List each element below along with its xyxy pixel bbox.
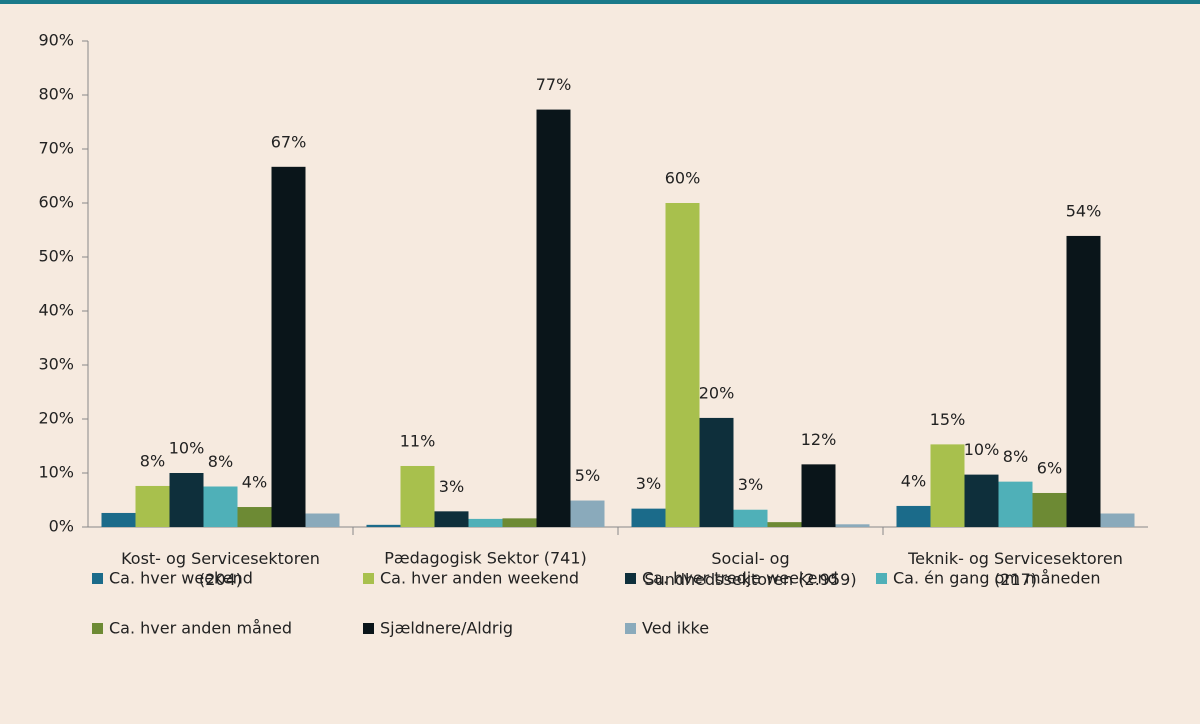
data-label: 54% xyxy=(1066,201,1102,220)
bar xyxy=(1066,235,1101,527)
legend-swatch xyxy=(363,573,374,584)
legend-swatch xyxy=(625,623,636,634)
data-label: 8% xyxy=(140,451,165,470)
bar xyxy=(400,465,435,527)
y-tick-label: 90% xyxy=(38,31,74,50)
y-tick-label: 20% xyxy=(38,409,74,428)
data-label: 10% xyxy=(169,439,205,458)
y-tick-label: 80% xyxy=(38,85,74,104)
data-label: 8% xyxy=(1003,447,1028,466)
data-label: 15% xyxy=(930,410,966,429)
data-label: 67% xyxy=(271,132,307,151)
bar xyxy=(434,511,469,527)
legend-swatch xyxy=(363,623,374,634)
y-tick-label: 60% xyxy=(38,193,74,212)
bar xyxy=(570,500,605,527)
bar xyxy=(896,505,931,527)
legend-label: Ved ikke xyxy=(642,619,709,638)
data-label: 3% xyxy=(738,475,763,494)
bar xyxy=(135,485,170,527)
data-label: 4% xyxy=(901,471,926,490)
legend-label: Ca. hver anden måned xyxy=(109,619,292,638)
data-label: 77% xyxy=(536,75,572,94)
data-label: 20% xyxy=(699,383,735,402)
data-label: 4% xyxy=(242,473,267,492)
y-tick-label: 0% xyxy=(49,517,74,536)
data-label: 6% xyxy=(1037,458,1062,477)
data-label: 60% xyxy=(665,169,701,188)
data-label: 8% xyxy=(208,452,233,471)
data-label: 10% xyxy=(964,440,1000,459)
y-tick-label: 30% xyxy=(38,355,74,374)
x-tick-label: Pædagogisk Sektor (741) xyxy=(384,549,587,568)
y-tick-label: 10% xyxy=(38,463,74,482)
bar xyxy=(801,464,836,527)
legend-label: Ca. hver weekend xyxy=(109,569,253,588)
bar xyxy=(699,417,734,527)
legend-label: Ca. hver tredje weekend xyxy=(642,569,838,588)
bar xyxy=(733,509,768,527)
data-label: 12% xyxy=(801,430,837,449)
bar xyxy=(1100,513,1135,527)
bar xyxy=(631,508,666,527)
bar xyxy=(237,507,272,527)
bar xyxy=(271,166,306,527)
bar xyxy=(767,522,802,527)
data-label: 3% xyxy=(439,477,464,496)
bar xyxy=(835,524,870,527)
legend-swatch xyxy=(92,623,103,634)
bar xyxy=(536,109,571,527)
legend-swatch xyxy=(625,573,636,584)
bar xyxy=(1032,492,1067,527)
bar xyxy=(203,486,238,527)
bar xyxy=(930,444,965,527)
data-label: 5% xyxy=(575,466,600,485)
bar xyxy=(101,512,136,527)
top-border xyxy=(0,0,1200,4)
data-label: 11% xyxy=(400,431,436,450)
bar xyxy=(468,518,503,527)
legend-label: Sjældnere/Aldrig xyxy=(380,619,513,638)
y-tick-label: 70% xyxy=(38,139,74,158)
bar xyxy=(502,518,537,527)
bar xyxy=(964,474,999,527)
data-label: 3% xyxy=(636,474,661,493)
x-tick-label: Social- og Sundhedssektoren (2.959) xyxy=(644,549,856,589)
bar xyxy=(366,524,401,527)
y-tick-label: 40% xyxy=(38,301,74,320)
bar xyxy=(665,203,700,527)
y-tick-label: 50% xyxy=(38,247,74,266)
legend-label: Ca. én gang om måneden xyxy=(893,569,1101,588)
legend-label: Ca. hver anden weekend xyxy=(380,569,579,588)
bar xyxy=(305,513,340,527)
x-tick-label: Kost- og Servicesektoren (204) xyxy=(121,549,320,589)
x-tick-label: Teknik- og Servicesektoren (217) xyxy=(907,549,1123,589)
bar xyxy=(169,473,204,527)
legend-swatch xyxy=(92,573,103,584)
bar xyxy=(998,481,1033,527)
legend-swatch xyxy=(876,573,887,584)
